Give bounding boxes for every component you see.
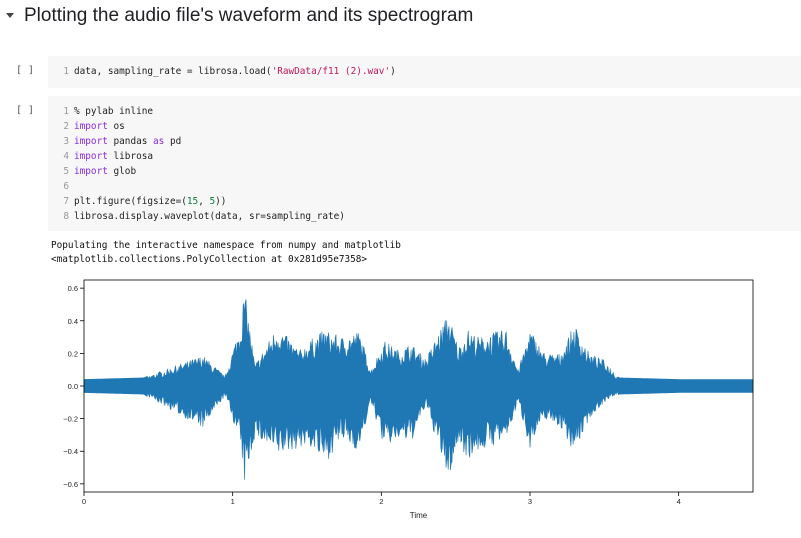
x-tick-label: 4: [677, 497, 681, 506]
code-text: plt.figure(figsize=(15, 5)): [74, 194, 226, 209]
code-token: )): [215, 196, 227, 207]
code-token: librosa: [107, 151, 154, 162]
code-token: 15: [186, 196, 199, 207]
code-token: 'RawData/f11 (2).wav': [271, 66, 391, 77]
line-number: 8: [63, 211, 69, 222]
code-token: 5: [209, 196, 216, 207]
x-tick-label: 3: [528, 497, 532, 506]
run-cell-button[interactable]: [ ]: [16, 105, 35, 116]
code-token: as: [153, 136, 165, 147]
x-tick-label: 0: [82, 497, 86, 506]
line-number: 7: [63, 196, 69, 207]
line-number: 1: [63, 106, 69, 117]
code-token: pandas: [107, 136, 154, 147]
code-cell-1: [ ] 1 data, sampling_rate = librosa.load(…: [16, 56, 801, 88]
y-tick-label: −0.4: [63, 447, 78, 456]
x-tick-label: 2: [379, 497, 383, 506]
line-number: 2: [63, 121, 69, 132]
y-tick-label: −0.6: [63, 480, 78, 489]
y-tick-label: 0.0: [68, 382, 78, 391]
code-token: import: [74, 166, 108, 177]
y-tick-label: 0.4: [68, 317, 78, 326]
code-text: librosa.display.waveplot(data, sr=sampli…: [74, 209, 345, 224]
code-token: % pylab inline: [74, 106, 154, 117]
code-token: os: [107, 121, 125, 132]
code-editor[interactable]: 1 data, sampling_rate = librosa.load('Raw…: [48, 56, 801, 88]
code-token: data, sampling_rate = librosa.load(: [74, 66, 272, 77]
code-token: glob: [107, 166, 137, 177]
section-header: Plotting the audio file's waveform and i…: [0, 0, 801, 34]
y-tick-label: 0.2: [68, 349, 78, 358]
code-token: import: [74, 121, 108, 132]
line-number: 4: [63, 151, 69, 162]
code-token: import: [74, 136, 108, 147]
line-number: 6: [63, 181, 69, 192]
code-editor[interactable]: 1 % pylab inline 2 import os 3 import pandas …: [48, 96, 801, 231]
line-number: 1: [63, 66, 69, 77]
code-text: data, sampling_rate = librosa.load('RawD…: [74, 64, 396, 79]
code-token: import: [74, 151, 108, 162]
output-text: <matplotlib.collections.PolyCollection a…: [51, 254, 368, 265]
code-token: ): [390, 66, 396, 77]
code-token: pd: [164, 136, 182, 147]
waveform-plot: 0.6 0.4 0.2 0.0 −0.2 −0.4 −0.6 0 1 2 3 4 Time: [63, 279, 754, 520]
code-text: import librosa: [74, 149, 153, 164]
code-text: % pylab inline: [74, 104, 153, 119]
y-tick-label: 0.6: [68, 284, 78, 293]
code-text: import pandas as pd: [74, 134, 181, 149]
line-number: 3: [63, 136, 69, 147]
x-tick-label: 1: [231, 497, 235, 506]
code-text: import os: [74, 119, 125, 134]
run-cell-button[interactable]: [ ]: [16, 65, 35, 76]
output-text: Populating the interactive namespace fro…: [51, 240, 401, 251]
code-cell-2: [ ] 1 % pylab inline 2 import os 3 import pan…: [16, 96, 801, 231]
y-tick-label: −0.2: [63, 415, 78, 424]
code-token: librosa.display.waveplot(data, sr=sampli…: [74, 211, 345, 222]
code-token: plt.figure(figsize=(: [74, 196, 187, 207]
code-token: ,: [198, 196, 210, 207]
line-number: 5: [63, 166, 69, 177]
collapse-arrow-icon[interactable]: [6, 13, 14, 18]
x-axis-label: Time: [410, 511, 428, 520]
code-text: import glob: [74, 164, 136, 179]
section-title: Plotting the audio file's waveform and i…: [24, 5, 474, 26]
